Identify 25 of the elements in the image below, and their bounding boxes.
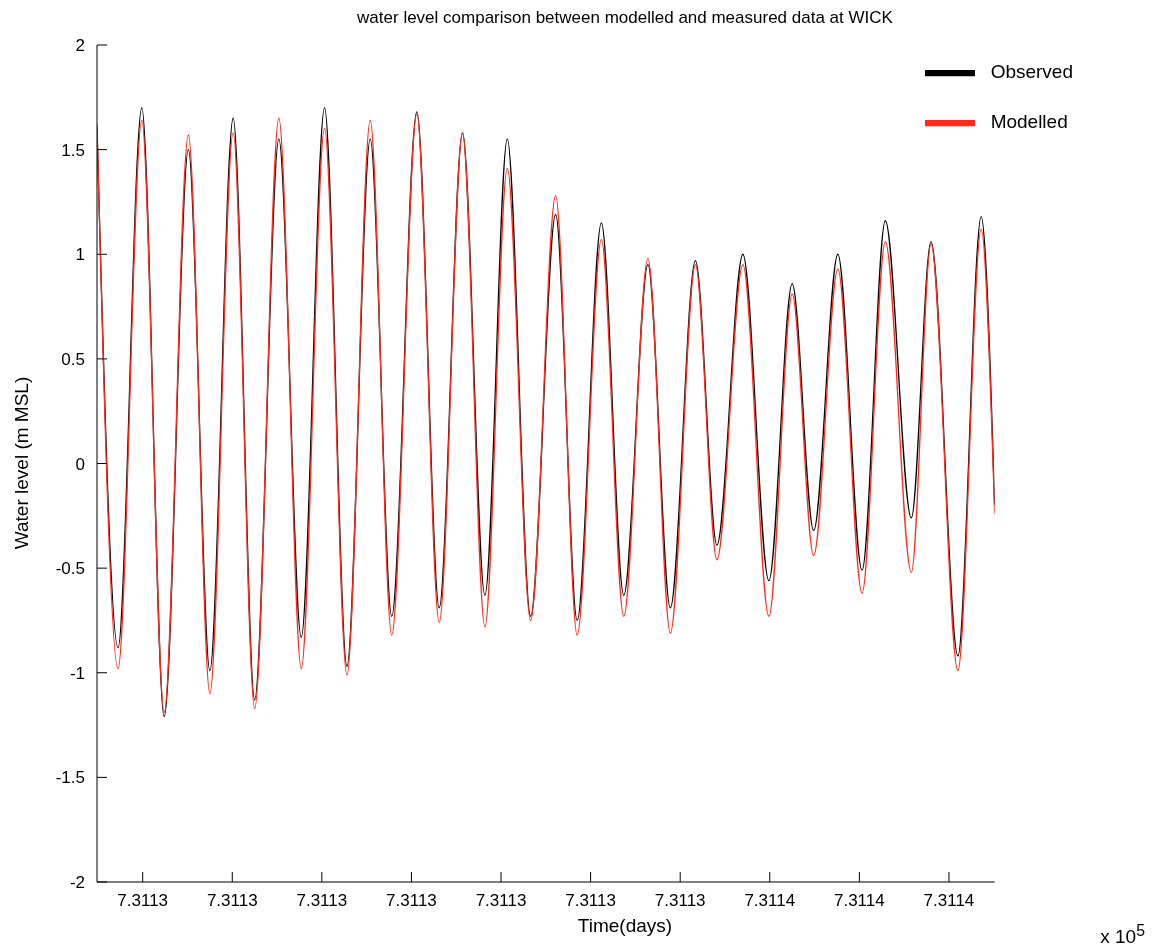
y-tick-label: 2 <box>75 36 85 56</box>
x-tick-label: 7.3114 <box>923 891 975 911</box>
x-axis-title: Time(days) <box>577 915 673 936</box>
text: x 10$^{5}$ <box>1100 922 1145 949</box>
x-tick-label: 7.3114 <box>744 891 796 911</box>
x-tick-label: 7.3113 <box>206 891 258 911</box>
legend-label: Observed <box>990 61 1073 83</box>
y-tick-label: 0.5 <box>61 349 85 369</box>
x-tick-label: 7.3113 <box>296 891 348 911</box>
x-tick-label: 7.3113 <box>386 891 437 911</box>
y-axis-title: Water level (m MSL) <box>11 376 33 550</box>
y-tick-label: -1.5 <box>55 768 85 788</box>
x-tick-label: 7.3113 <box>475 891 527 911</box>
chart-title: water level comparison between modelled and measured data at WICK <box>356 8 894 28</box>
y-tick-label: 0 <box>75 454 85 474</box>
x-tick-label: 7.3113 <box>117 891 169 911</box>
legend-label: Modelled <box>990 111 1068 133</box>
y-tick-label: -0.5 <box>55 559 85 579</box>
y-tick-label: -1 <box>69 663 85 683</box>
y-tick-label: -2 <box>69 873 85 893</box>
x-tick-label: 7.3113 <box>565 891 616 911</box>
x-tick-label: 7.3114 <box>833 891 885 911</box>
y-tick-label: 1.5 <box>61 140 85 160</box>
y-tick-label: 1 <box>75 245 85 265</box>
x-tick-label: 7.3113 <box>654 891 706 911</box>
